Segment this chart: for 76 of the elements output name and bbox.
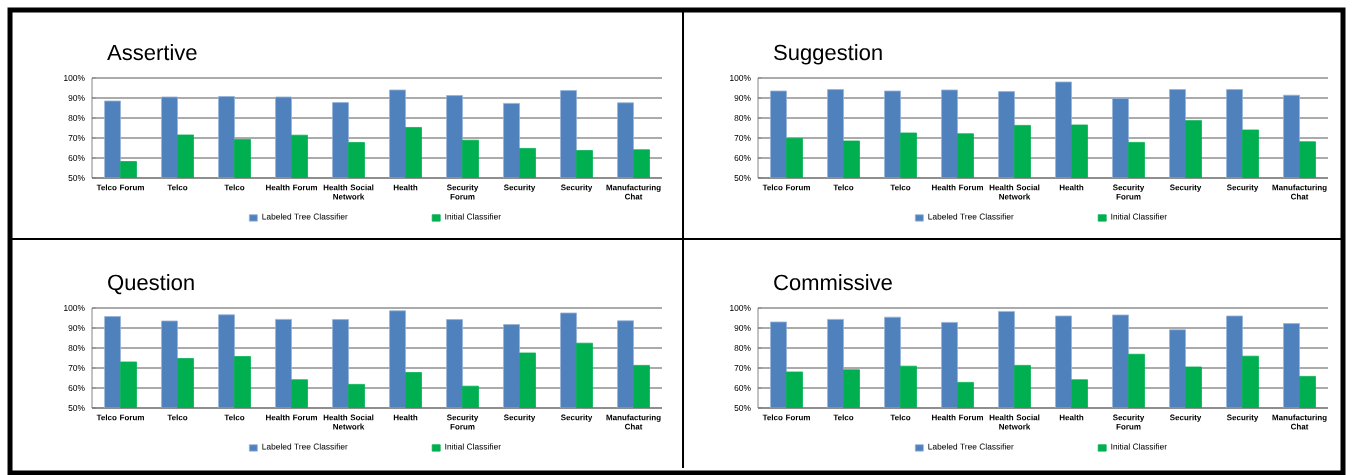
y-tick-label: 90% xyxy=(68,324,85,331)
x-tick-label: Manufacturing Chat xyxy=(606,184,661,200)
legend-label: Initial Classifier xyxy=(1111,443,1167,450)
y-tick-label: 70% xyxy=(68,364,85,371)
y-tick-label: 70% xyxy=(734,364,751,371)
x-tick-label: Security Forum xyxy=(446,414,479,430)
x-tick-label: Security xyxy=(503,414,536,422)
legend-label: Initial Classifier xyxy=(445,443,501,450)
y-tick-label: 80% xyxy=(68,344,85,351)
y-tick-label: 80% xyxy=(68,114,85,121)
y-tick-label: 80% xyxy=(734,114,751,121)
x-tick-label: Security xyxy=(1169,184,1202,192)
x-tick-label: Security xyxy=(1226,414,1259,422)
x-tick-label: Health Forum xyxy=(932,184,984,191)
y-tick-label: 60% xyxy=(68,154,85,161)
x-tick-label: Telco xyxy=(890,184,911,191)
y-tick-label: 90% xyxy=(734,94,751,101)
x-tick-label: Manufacturing Chat xyxy=(1272,414,1327,430)
y-tick-label: 100% xyxy=(730,304,751,311)
x-tick-label: Telco xyxy=(167,184,188,191)
y-tick-label: 100% xyxy=(730,74,751,81)
legend-label: Labeled Tree Classifier xyxy=(262,443,348,450)
y-tick-label: 50% xyxy=(734,174,751,181)
x-tick-label: Security xyxy=(560,184,593,192)
x-tick-label: Telco xyxy=(890,414,911,421)
x-tick-label: Health Forum xyxy=(932,414,984,421)
y-tick-label: 70% xyxy=(734,134,751,141)
x-tick-label: Telco xyxy=(167,414,188,421)
legend-label: Labeled Tree Classifier xyxy=(928,213,1014,220)
y-tick-label: 60% xyxy=(734,154,751,161)
x-tick-label: Telco Forum xyxy=(96,184,144,191)
y-tick-label: 100% xyxy=(64,74,85,81)
x-tick-label: Telco xyxy=(224,184,245,191)
x-tick-label: Health Social Network xyxy=(989,184,1040,200)
x-tick-label: Health xyxy=(1059,184,1084,191)
x-tick-label: Telco Forum xyxy=(96,414,144,421)
legend-label: Initial Classifier xyxy=(1111,213,1167,220)
legend-label: Labeled Tree Classifier xyxy=(262,213,348,220)
x-tick-label: Health Social Network xyxy=(989,414,1040,430)
x-tick-label: Security Forum xyxy=(1112,184,1145,200)
x-tick-label: Health xyxy=(1059,414,1084,421)
x-tick-label: Manufacturing Chat xyxy=(606,414,661,430)
x-tick-label: Health xyxy=(393,414,418,421)
x-tick-label: Telco xyxy=(833,184,854,191)
y-tick-label: 50% xyxy=(734,404,751,411)
y-tick-label: 50% xyxy=(68,174,85,181)
x-tick-label: Security Forum xyxy=(446,184,479,200)
legend-label: Initial Classifier xyxy=(445,213,501,220)
chart-title: Suggestion xyxy=(774,43,882,65)
legend-label: Labeled Tree Classifier xyxy=(928,443,1014,450)
x-tick-label: Telco xyxy=(833,414,854,421)
x-tick-label: Telco xyxy=(224,414,245,421)
y-tick-label: 50% xyxy=(68,404,85,411)
x-tick-label: Security Forum xyxy=(1112,414,1145,430)
y-tick-label: 60% xyxy=(734,384,751,391)
x-tick-label: Security xyxy=(1169,414,1202,422)
y-tick-label: 100% xyxy=(64,304,85,311)
chart-title: Assertive xyxy=(107,43,197,60)
x-tick-label: Telco Forum xyxy=(762,414,810,421)
y-tick-label: 90% xyxy=(734,324,751,331)
y-tick-label: 90% xyxy=(68,94,85,101)
x-tick-label: Security xyxy=(503,184,536,192)
chart-title: Question xyxy=(108,273,194,294)
y-tick-label: 70% xyxy=(68,134,85,141)
x-tick-label: Health xyxy=(393,184,418,191)
x-tick-label: Telco Forum xyxy=(762,184,810,191)
x-tick-label: Health Social Network xyxy=(323,184,374,200)
x-tick-label: Manufacturing Chat xyxy=(1272,184,1327,200)
y-tick-label: 60% xyxy=(68,384,85,391)
x-tick-label: Health Social Network xyxy=(323,414,374,430)
chart-title: Commissive xyxy=(774,273,892,290)
x-tick-label: Security xyxy=(560,414,593,422)
x-tick-label: Health Forum xyxy=(266,414,318,421)
y-tick-label: 80% xyxy=(734,344,751,351)
x-tick-label: Health Forum xyxy=(266,184,318,191)
x-tick-label: Security xyxy=(1226,184,1259,192)
